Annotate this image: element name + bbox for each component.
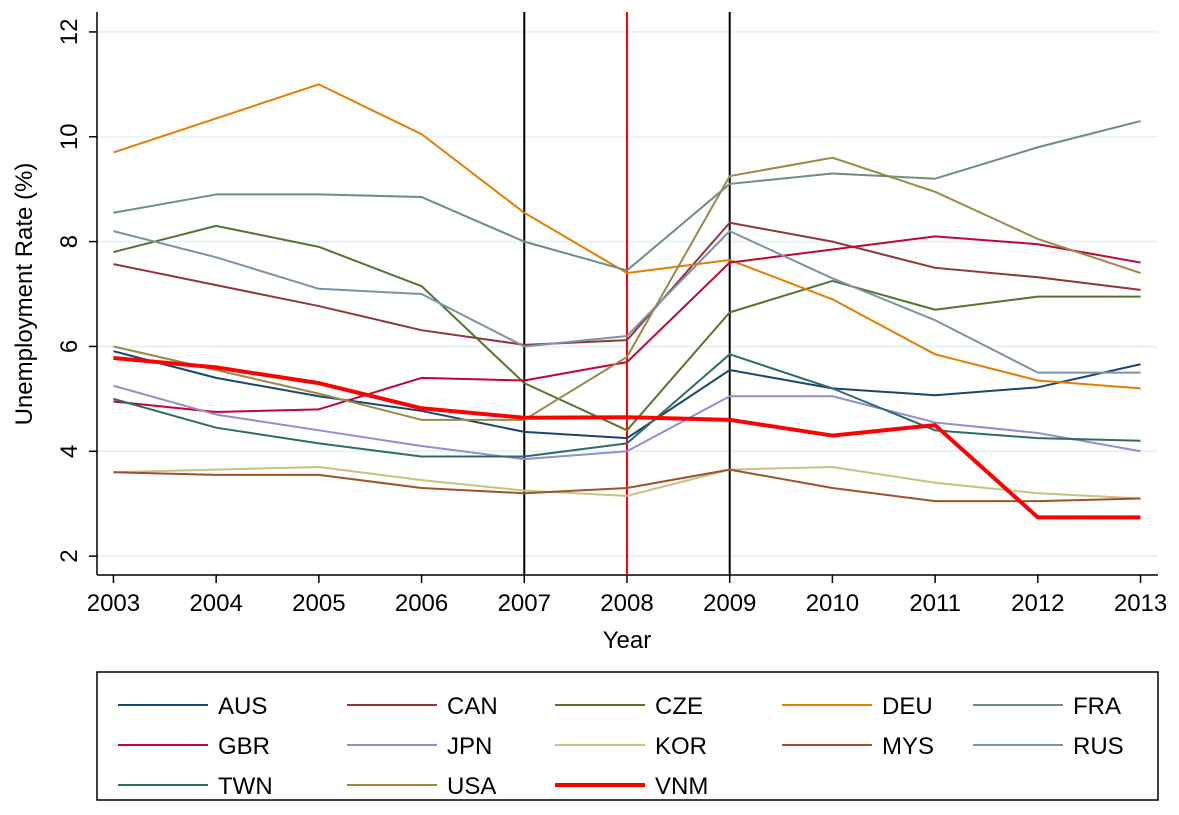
legend-label: RUS <box>1073 733 1124 760</box>
legend-box <box>96 671 1159 801</box>
y-tick-label: 10 <box>56 123 83 150</box>
x-tick-label: 2005 <box>292 590 345 617</box>
series-line <box>113 83 1141 390</box>
y-tick-label: 2 <box>56 549 83 562</box>
legend-label: CAN <box>447 693 498 720</box>
series-line <box>113 120 1141 272</box>
x-tick-label: 2004 <box>189 590 242 617</box>
x-axis-title: Year <box>603 627 652 654</box>
legend-label: TWN <box>218 773 273 800</box>
series-line <box>113 384 1141 461</box>
x-tick-label: 2010 <box>806 590 859 617</box>
x-tick-label: 2009 <box>703 590 756 617</box>
series-line <box>113 235 1141 413</box>
legend-label: CZE <box>655 693 703 720</box>
x-tick-label: 2003 <box>87 590 140 617</box>
x-tick-label: 2013 <box>1114 590 1167 617</box>
y-tick-label: 6 <box>56 340 83 353</box>
series-line <box>113 355 1141 520</box>
legend-label: JPN <box>447 733 492 760</box>
legend-label: GBR <box>218 733 270 760</box>
legend-label: DEU <box>882 693 933 720</box>
legend-label: KOR <box>655 733 707 760</box>
x-tick-label: 2011 <box>909 590 961 617</box>
x-tick-label: 2007 <box>498 590 551 617</box>
y-axis-title: Unemployment Rate (%) <box>11 163 38 426</box>
legend-label: USA <box>447 773 496 800</box>
series-line <box>113 224 1141 432</box>
series-line <box>113 230 1141 374</box>
x-tick-label: 2012 <box>1011 590 1064 617</box>
x-tick-label: 2008 <box>600 590 653 617</box>
legend-label: FRA <box>1073 693 1121 720</box>
series-line <box>113 466 1141 500</box>
x-tick-label: 2006 <box>395 590 448 617</box>
y-tick-label: 8 <box>56 235 83 248</box>
series-line <box>113 468 1141 503</box>
legend-label: AUS <box>218 693 267 720</box>
legend-label: MYS <box>882 733 934 760</box>
series-line <box>113 350 1141 440</box>
series-line <box>113 156 1141 421</box>
y-tick-label: 4 <box>56 445 83 458</box>
y-tick-label: 12 <box>56 19 83 46</box>
series-line <box>113 221 1141 346</box>
legend-label: VNM <box>655 773 708 800</box>
series-line <box>113 353 1141 458</box>
